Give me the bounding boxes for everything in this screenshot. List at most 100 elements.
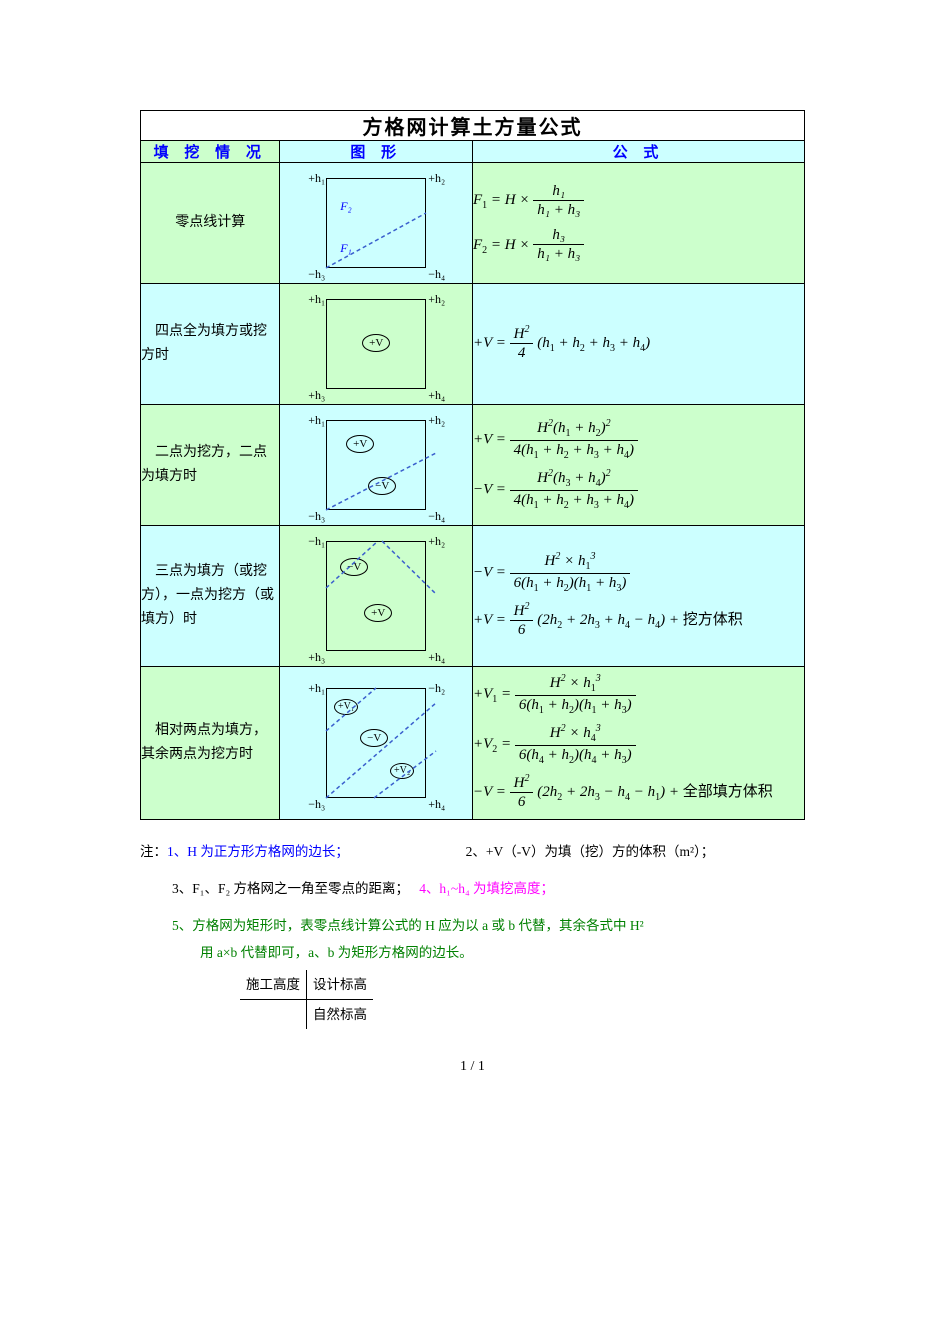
situation-cell: 零点线计算	[141, 163, 280, 284]
diagram-all-fill: +h₁ +h₂ +h₃ +h₄ +V	[296, 284, 456, 404]
situation-cell: 二点为挖方，二点为填方时	[141, 405, 280, 526]
corner-label: −h₄	[428, 267, 445, 282]
note-4: 4、h₁~h₄ 为填挖高度；	[419, 881, 554, 896]
corner-label: −h₂	[428, 681, 445, 696]
corner-label: +h₃	[308, 650, 325, 665]
volume-tag: −V	[340, 558, 368, 576]
formula-line: +V = H24 (h1 + h2 + h3 + h4)	[473, 324, 804, 364]
volume-tag: −V	[368, 477, 396, 495]
note-line: 3、F₁、F₂ 方格网之一角至零点的距离； 4、h₁~h₄ 为填挖高度；	[140, 875, 805, 902]
corner-label: +h₁	[308, 681, 325, 696]
mini-cell: 自然标高	[307, 999, 374, 1029]
fraction-num: H2 × h13	[515, 673, 636, 696]
corner-label: +h₂	[428, 292, 445, 307]
corner-label: −h₄	[428, 509, 445, 524]
corner-label: +h₁	[308, 292, 325, 307]
situation-cell: 相对两点为填方，其余两点为挖方时	[141, 667, 280, 820]
formula-lhs: F2 = H ×	[473, 237, 530, 253]
situation-cell: 三点为填方（或挖方），一点为挖方（或填方）时	[141, 526, 280, 667]
fraction-den: 6(h4 + h2)(h4 + h3)	[515, 746, 636, 767]
formula-line: −V = H26 (2h2 + 2h3 − h4 − h1) + 全部填方体积	[473, 773, 804, 813]
volume-tag: +V₂	[390, 763, 414, 779]
formula-cell: F1 = H × h₁h₁ + h₃ F2 = H × h₃h₁ + h₃	[472, 163, 804, 284]
formula-line: +V = H2(h1 + h2)24(h1 + h2 + h3 + h4)	[473, 418, 804, 462]
formula-lhs: +V =	[473, 612, 506, 628]
corner-label: −h₃	[308, 509, 325, 524]
corner-label: +h₄	[428, 650, 445, 665]
corner-label: +h₂	[428, 171, 445, 186]
formula-cell: −V = H2 × h136(h1 + h2)(h1 + h3) +V = H2…	[472, 526, 804, 667]
formula-lhs: −V =	[473, 784, 506, 800]
corner-label: +h₂	[428, 534, 445, 549]
table-row: 三点为填方（或挖方），一点为挖方（或填方）时 −h₁ +h₂ +h₃ +h₄ −…	[141, 526, 805, 667]
formula-lhs: −V =	[473, 565, 506, 581]
corner-label: +h₁	[308, 171, 325, 186]
volume-tag: +V	[364, 604, 392, 622]
figure-cell: +h₁ +h₂ +h₃ +h₄ +V	[280, 284, 473, 405]
formula-cell: +V = H24 (h1 + h2 + h3 + h4)	[472, 284, 804, 405]
volume-tag: −V	[360, 729, 388, 747]
diagram-three-one: −h₁ +h₂ +h₃ +h₄ −V +V	[296, 526, 456, 666]
formula-line: −V = H2 × h136(h1 + h2)(h1 + h3)	[473, 551, 804, 595]
f-label: F₂	[340, 199, 352, 214]
fraction-den: h₁ + h₃	[533, 245, 584, 265]
col-header-situation: 填 挖 情 况	[141, 141, 280, 163]
fraction-num: H2(h1 + h2)2	[510, 418, 638, 441]
fraction-den: h₁ + h₃	[533, 201, 584, 221]
figure-cell: +h₁ −h₂ −h₃ +h₄ +V₁ −V +V₂	[280, 667, 473, 820]
diagram-two-two: +h₁ +h₂ −h₃ −h₄ +V −V	[296, 405, 456, 525]
fraction-den: 4(h1 + h2 + h3 + h4)	[510, 491, 638, 512]
formula-rhs: (2h2 + 2h3 + h4 − h4) + 挖方体积	[537, 612, 743, 628]
page-number: 1 / 1	[140, 1059, 805, 1075]
fraction-den: 4	[510, 344, 534, 364]
corner-label: +h₄	[428, 388, 445, 403]
earthwork-formula-table: 方格网计算土方量公式 填 挖 情 况 图 形 公 式 零点线计算 +h₁ +h₂…	[140, 110, 805, 820]
corner-label: +h₄	[428, 797, 445, 812]
fraction-den: 6(h1 + h2)(h1 + h3)	[515, 696, 636, 717]
note-line: 注：1、H 为正方形方格网的边长； 2、+V（-V）为填（挖）方的体积（m²）；	[140, 838, 805, 865]
fraction-num: H2(h3 + h4)2	[510, 468, 638, 491]
fraction-den: 6(h1 + h2)(h1 + h3)	[510, 574, 631, 595]
note-prefix: 注：	[140, 844, 167, 859]
formula-line: +V = H26 (2h2 + 2h3 + h4 − h4) + 挖方体积	[473, 601, 804, 641]
situation-cell: 四点全为填方或挖方时	[141, 284, 280, 405]
note-2: 2、+V（-V）为填（挖）方的体积（m²）；	[466, 844, 715, 859]
formula-lhs: F1 = H ×	[473, 192, 530, 208]
fraction-num: h₃	[533, 226, 584, 245]
note-5b: 用 a×b 代替即可，a、b 为矩形方格网的边长。	[200, 945, 473, 960]
formula-rhs: (2h2 + 2h3 − h4 − h1) + 全部填方体积	[537, 784, 773, 800]
corner-label: +h₃	[308, 388, 325, 403]
fraction-den: 6	[510, 793, 534, 813]
table-row: 四点全为填方或挖方时 +h₁ +h₂ +h₃ +h₄ +V +V = H24 (…	[141, 284, 805, 405]
formula-line: F1 = H × h₁h₁ + h₃	[473, 182, 804, 221]
fraction-num: h₁	[533, 182, 584, 201]
volume-tag: +V₁	[334, 699, 358, 715]
table-row: 相对两点为填方，其余两点为挖方时 +h₁ −h₂ −h₃ +h₄ +V₁ −V …	[141, 667, 805, 820]
legend-mini-table: 施工高度 设计标高 自然标高	[240, 970, 373, 1029]
diagram-opposite-pairs: +h₁ −h₂ −h₃ +h₄ +V₁ −V +V₂	[296, 673, 456, 813]
table-title: 方格网计算土方量公式	[141, 111, 805, 141]
mini-cell: 设计标高	[307, 970, 374, 1000]
mini-cell: 施工高度	[240, 970, 307, 1000]
note-3: 3、F₁、F₂ 方格网之一角至零点的距离；	[172, 881, 409, 896]
fraction-num: H2 × h13	[510, 551, 631, 574]
formula-line: −V = H2(h3 + h4)24(h1 + h2 + h3 + h4)	[473, 468, 804, 512]
table-row: 二点为挖方，二点为填方时 +h₁ +h₂ −h₃ −h₄ +V −V +V = …	[141, 405, 805, 526]
formula-line: +V1 = H2 × h136(h1 + h2)(h1 + h3)	[473, 673, 804, 717]
formula-lhs: +V =	[473, 431, 506, 447]
fraction-num: H2 × h43	[515, 723, 636, 746]
volume-tag: +V	[362, 334, 390, 352]
formula-lhs: +V1 =	[473, 686, 511, 702]
formula-lhs: +V2 =	[473, 736, 511, 752]
col-header-formula: 公 式	[472, 141, 804, 163]
note-5a: 5、方格网为矩形时，表零点线计算公式的 H 应为以 a 或 b 代替，其余各式中…	[172, 918, 644, 933]
fraction-den: 6	[510, 621, 534, 641]
notes-block: 注：1、H 为正方形方格网的边长； 2、+V（-V）为填（挖）方的体积（m²）；…	[140, 838, 805, 1029]
figure-cell: +h₁ +h₂ −h₃ −h₄ F₂ F₁	[280, 163, 473, 284]
corner-label: −h₃	[308, 797, 325, 812]
formula-lhs: −V =	[473, 481, 506, 497]
f-label: F₁	[340, 241, 352, 256]
formula-cell: +V1 = H2 × h136(h1 + h2)(h1 + h3) +V2 = …	[472, 667, 804, 820]
volume-tag: +V	[346, 435, 374, 453]
formula-lhs: +V =	[473, 335, 506, 351]
